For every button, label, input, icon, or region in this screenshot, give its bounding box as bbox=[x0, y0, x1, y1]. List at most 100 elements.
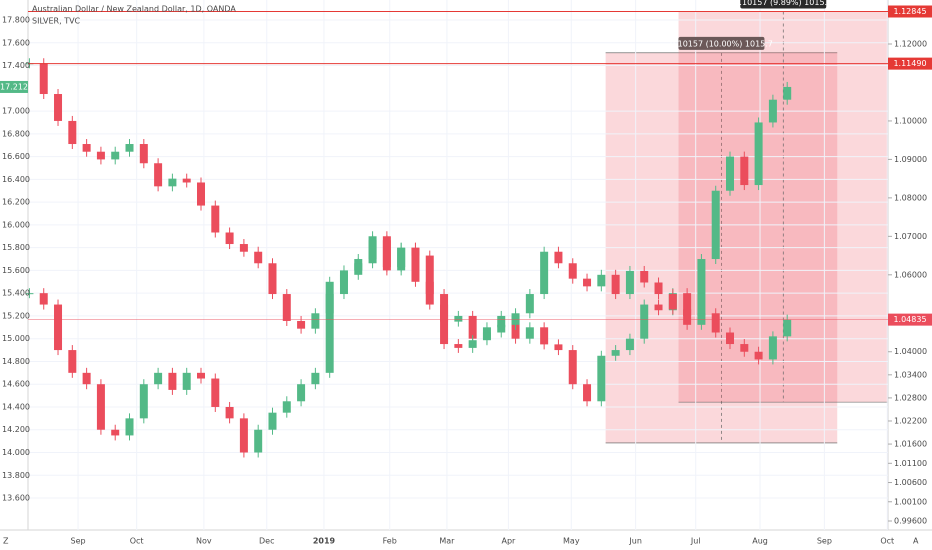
candle-body bbox=[197, 182, 206, 206]
candle-body bbox=[468, 315, 477, 339]
candle-body bbox=[54, 94, 63, 121]
candle-body bbox=[768, 99, 777, 123]
right-tick-label: 1.09000 bbox=[894, 155, 927, 164]
right-tick-label: 1.00100 bbox=[894, 497, 927, 506]
candle-body bbox=[468, 340, 477, 348]
x-tick-label: Oct bbox=[130, 537, 144, 546]
auto-button[interactable]: A bbox=[913, 537, 919, 546]
candle-body bbox=[583, 384, 592, 402]
x-tick-label: Dec bbox=[259, 537, 274, 546]
right-tick-label: 1.00600 bbox=[894, 478, 927, 487]
left-tick-label: 17.600 bbox=[2, 38, 30, 47]
candle-body bbox=[354, 263, 363, 275]
x-tick-label: Jun bbox=[628, 537, 642, 546]
left-tick-label: 15.200 bbox=[2, 311, 30, 320]
left-tick-label: 16.200 bbox=[2, 198, 30, 207]
left-tick-label: 14.800 bbox=[2, 357, 30, 366]
candle-body bbox=[139, 384, 148, 419]
candle-body bbox=[568, 350, 577, 385]
candle-body bbox=[425, 255, 434, 295]
right-tick-label: 1.07000 bbox=[894, 232, 927, 241]
candle-body bbox=[568, 263, 577, 279]
candle-body bbox=[754, 351, 763, 360]
candle-body bbox=[754, 122, 763, 186]
left-tick-label: 17.400 bbox=[2, 61, 30, 70]
price-tag-bg bbox=[888, 5, 932, 18]
candle-body bbox=[711, 190, 720, 260]
left-tick-label: 14.200 bbox=[2, 425, 30, 434]
candle-body bbox=[168, 372, 177, 390]
candle-body bbox=[540, 251, 549, 295]
candle-body bbox=[654, 282, 663, 295]
candle-body bbox=[225, 406, 234, 419]
scale-button[interactable]: Z bbox=[3, 537, 9, 546]
right-tick-label: 1.04000 bbox=[894, 347, 927, 356]
right-tick-label: 1.03400 bbox=[894, 370, 927, 379]
candle-body bbox=[482, 332, 491, 341]
right-tick-label: 1.06000 bbox=[894, 270, 927, 279]
right-tick-label: 0.99600 bbox=[894, 516, 927, 525]
candle-body bbox=[125, 144, 134, 152]
candle-body bbox=[454, 344, 463, 348]
candle-body bbox=[125, 418, 134, 436]
price-tag-bg bbox=[888, 57, 932, 70]
right-tick-label: 1.10000 bbox=[894, 116, 927, 125]
x-tick-label: 2019 bbox=[313, 537, 336, 546]
right-tick-label: 1.08000 bbox=[894, 193, 927, 202]
left-tick-label: 16.000 bbox=[2, 220, 30, 229]
candle-body bbox=[96, 151, 105, 160]
candle-body bbox=[39, 293, 48, 305]
candle-body bbox=[282, 294, 291, 321]
candle-body bbox=[82, 372, 91, 385]
candle-body bbox=[525, 327, 534, 339]
left-tick-label: 15.600 bbox=[2, 266, 30, 275]
measure-label-bg bbox=[678, 36, 765, 50]
x-tick-label: Oct bbox=[880, 537, 894, 546]
candle-body bbox=[697, 313, 706, 325]
candle-body bbox=[554, 344, 563, 351]
left-tick-label: 13.800 bbox=[2, 471, 30, 480]
candle-body bbox=[740, 156, 749, 186]
right-tick-label: 1.12000 bbox=[894, 40, 927, 49]
candle-body bbox=[783, 319, 792, 337]
candle-body bbox=[783, 86, 792, 100]
candle-body bbox=[454, 315, 463, 322]
candle-body bbox=[154, 163, 163, 187]
candle-body bbox=[683, 309, 692, 325]
price-tag-bg bbox=[888, 313, 932, 326]
candle-body bbox=[611, 274, 620, 295]
candle-body bbox=[325, 281, 334, 373]
candle-body bbox=[111, 151, 120, 160]
right-tick-label: 1.02200 bbox=[894, 416, 927, 425]
measure-label: 0.10157 (10.00%) 1015.7 bbox=[670, 39, 773, 48]
candle-body bbox=[211, 378, 220, 407]
candle-body bbox=[525, 294, 534, 314]
price-tag: 17.212 bbox=[0, 82, 28, 91]
x-tick-label: Jul bbox=[690, 537, 701, 546]
candle-body bbox=[211, 205, 220, 233]
candle-body bbox=[640, 270, 649, 283]
candle-body bbox=[654, 304, 663, 311]
x-tick-label: Sep bbox=[71, 537, 86, 546]
candle-body bbox=[668, 294, 677, 310]
candle-body bbox=[511, 313, 520, 325]
x-tick-label: Feb bbox=[383, 537, 397, 546]
legend-secondary: SILVER, TVC bbox=[32, 17, 81, 26]
candle-body bbox=[611, 350, 620, 356]
candle-body bbox=[697, 259, 706, 316]
candle-body bbox=[311, 313, 320, 329]
left-tick-label: 16.800 bbox=[2, 129, 30, 138]
candle-body bbox=[54, 304, 63, 351]
candle-body bbox=[597, 355, 606, 402]
left-tick-label: 17.000 bbox=[2, 107, 30, 116]
candle-body bbox=[726, 332, 735, 345]
measure-label: 0.10157 (9.89%) 1015.7 bbox=[734, 0, 832, 7]
candle-body bbox=[39, 63, 48, 95]
candle-body bbox=[297, 320, 306, 329]
measure-label-bg bbox=[740, 0, 827, 9]
candle-body bbox=[182, 178, 191, 183]
x-tick-label: Aug bbox=[752, 537, 768, 546]
candle-body bbox=[625, 338, 634, 351]
candle-body bbox=[268, 263, 277, 295]
